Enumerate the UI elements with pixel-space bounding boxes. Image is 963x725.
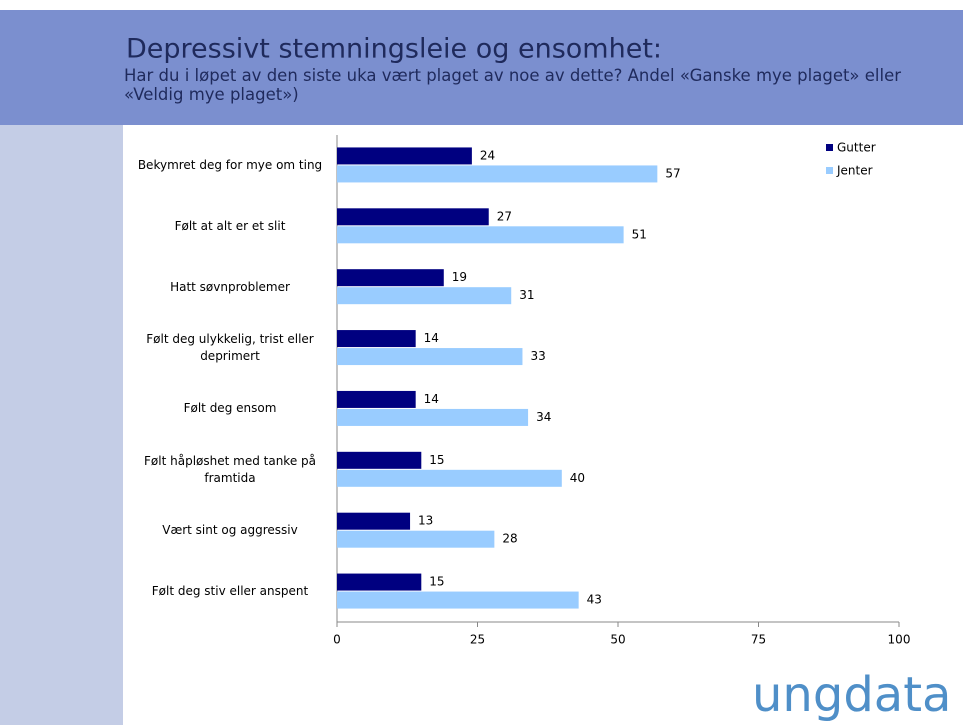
bar [337,287,512,305]
legend-swatch [826,167,833,174]
value-label: 14 [424,392,439,406]
chart-subtitle: Har du i løpet av den siste uka vært pla… [124,66,902,104]
value-label: 34 [536,410,551,424]
bar [337,573,422,591]
x-tick-label: 100 [888,633,911,647]
value-label: 43 [587,593,602,607]
category-box: Følt deg stiv eller anspent [151,584,309,599]
value-label: 33 [530,349,545,363]
x-tick-label: 25 [470,633,485,647]
category-box: Hatt søvnproblemer [170,279,290,294]
y-tick-label: Følt håpløshet med tanke på framtida [144,453,316,485]
value-label: 15 [429,453,444,467]
category-box: Bekymret deg for mye om ting [137,157,323,172]
y-tick-label: Følt deg stiv eller anspent [151,584,309,599]
bar [337,591,579,609]
side-band [0,125,123,725]
bar [337,451,422,469]
category-box: Vært sint og aggressiv [162,523,298,538]
bar [337,147,472,165]
value-label: 51 [632,227,647,241]
y-tick-label: Vært sint og aggressiv [162,523,298,538]
x-tick-label: 75 [751,633,766,647]
bar [337,408,529,426]
y-tick-label: Følt deg ulykkelig, trist eller deprimer… [146,332,314,364]
y-tick-label: Hatt søvnproblemer [170,279,290,294]
chart-title: Depressivt stemningsleie og ensomhet: [126,34,662,65]
value-label: 57 [665,166,680,180]
bar [337,165,658,183]
category-box: Følt håpløshet med tanke på framtida [144,453,316,485]
legend-swatch [826,144,833,151]
y-tick-label: Bekymret deg for mye om ting [137,157,323,172]
category-box: Følt at alt er et slit [174,218,286,233]
bar [337,512,411,530]
subtitle-box: Har du i løpet av den siste uka vært pla… [124,66,902,104]
value-label: 27 [497,209,512,223]
value-label: 40 [570,471,585,485]
bar [337,390,416,408]
value-label: 13 [418,514,433,528]
value-label: 31 [519,288,534,302]
value-label: 19 [452,270,467,284]
value-label: 14 [424,331,439,345]
legend-label: Jenter [836,164,873,178]
x-tick-label: 0 [333,633,341,647]
legend-label: Gutter [837,141,876,155]
y-tick-label: Følt at alt er et slit [174,218,286,233]
y-tick-label: Følt deg ensom [183,401,277,416]
value-label: 24 [480,148,495,162]
category-box: Følt deg ensom [183,401,277,416]
header-band [0,10,963,125]
bar [337,348,523,366]
category-box: Følt deg ulykkelig, trist eller deprimer… [146,332,314,364]
bar [337,226,624,244]
bar [337,469,562,487]
logo: ungdata [752,667,951,723]
value-label: 15 [429,575,444,589]
bar [337,208,489,226]
value-label: 28 [502,532,517,546]
bar [337,269,444,287]
x-tick-label: 50 [610,633,625,647]
bar [337,530,495,548]
bar [337,330,416,348]
